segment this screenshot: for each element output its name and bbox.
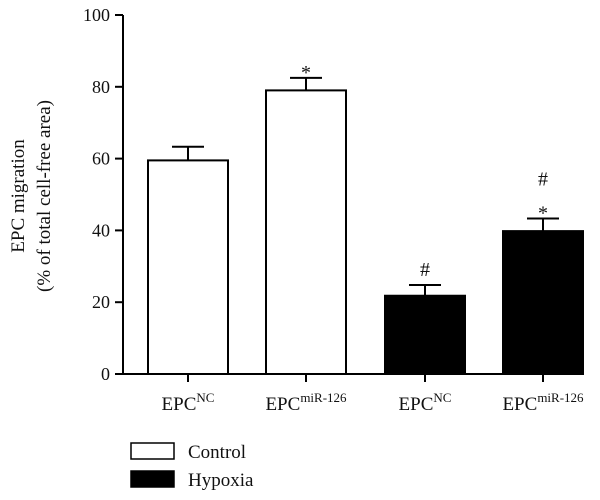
x-tick-label: EPCmiR-126 [265, 390, 347, 415]
x-tick-label: EPCNC [162, 390, 215, 415]
y-axis: 0 20 40 60 80 100 [83, 5, 124, 384]
x-axis: EPCNC EPCmiR-126 EPCNC EPCmiR-126 [123, 373, 584, 415]
significance-annotations: * # * # [301, 62, 548, 281]
y-tick-label: 0 [101, 364, 110, 384]
legend: Control Hypoxia [130, 442, 254, 491]
legend-label: Control [188, 442, 246, 463]
bars [147, 76, 584, 376]
y-tick-label: 100 [83, 5, 110, 25]
y-tick-label: 20 [92, 292, 110, 312]
y-tick-label: 40 [92, 220, 110, 240]
significance-marker: * [538, 203, 548, 225]
y-axis-label: EPC migration (% of total cell-free area) [8, 100, 55, 292]
x-tick-label: EPCmiR-126 [502, 390, 584, 415]
bar [265, 89, 347, 375]
legend-swatch [130, 470, 175, 488]
bar [502, 230, 584, 375]
legend-label: Hypoxia [188, 470, 254, 491]
y-axis-label-line2: (% of total cell-free area) [34, 100, 55, 292]
bar [147, 159, 229, 375]
x-tick-label: EPCNC [399, 390, 452, 415]
y-tick-label: 80 [92, 77, 110, 97]
y-axis-label-line1: EPC migration [8, 139, 29, 253]
legend-swatch [130, 442, 175, 460]
y-tick-label: 60 [92, 149, 110, 169]
bar [384, 294, 466, 376]
significance-marker: * [301, 62, 311, 84]
significance-marker: # [538, 169, 548, 191]
significance-marker: # [420, 259, 430, 281]
